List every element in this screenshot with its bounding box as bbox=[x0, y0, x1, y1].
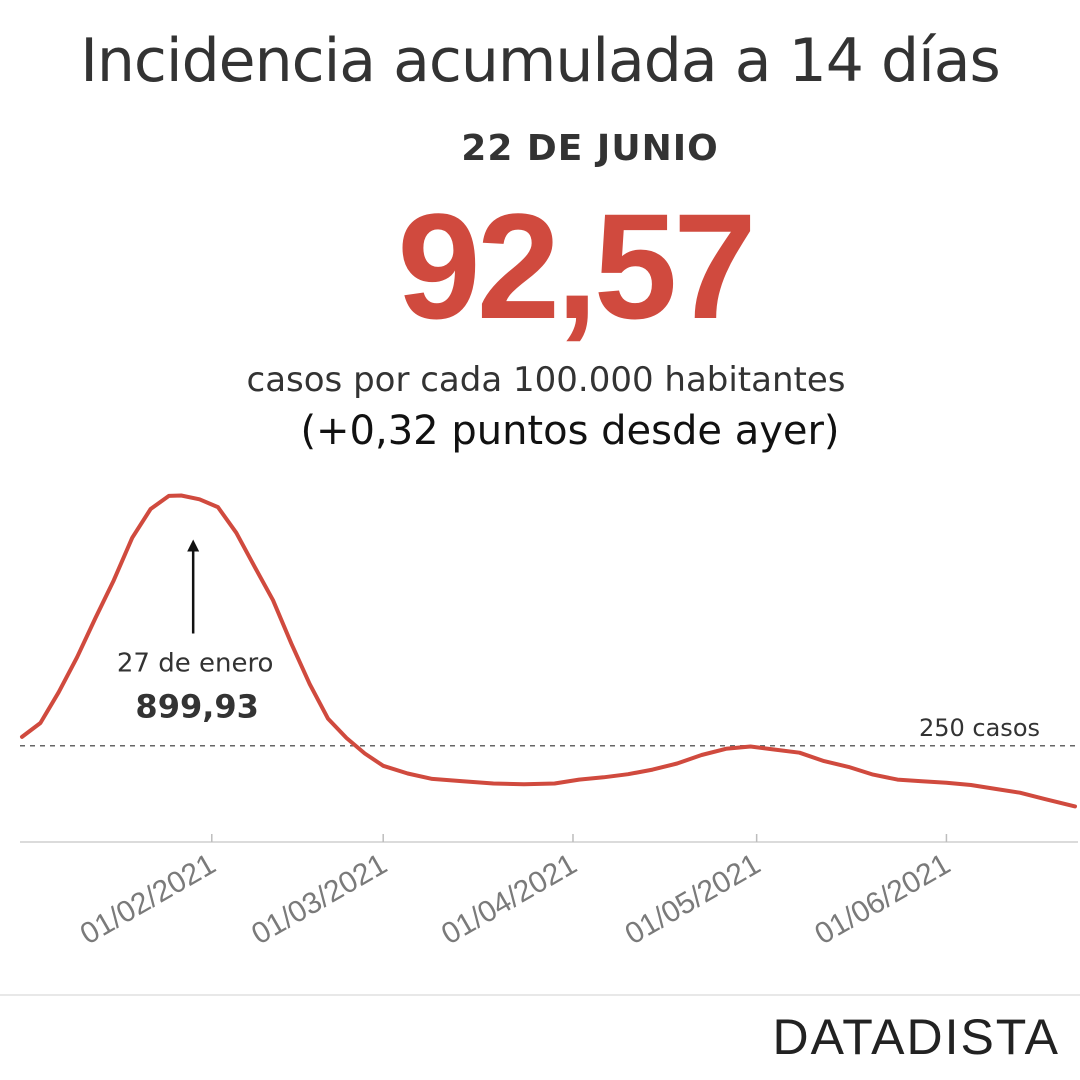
footer-divider bbox=[0, 994, 1080, 996]
reference-line-label: 250 casos bbox=[919, 714, 1040, 742]
annotation-date-label: 27 de enero bbox=[117, 649, 274, 679]
incidence-value: 92,57 bbox=[397, 182, 756, 350]
x-tick-label: 01/05/2021 bbox=[620, 847, 767, 951]
incidence-line-chart: 01/02/2021 01/03/2021 01/04/2021 01/05/2021… bbox=[20, 493, 1078, 951]
chart-title: Incidencia acumulada a 14 días bbox=[80, 26, 1001, 96]
units-label: casos por cada 100.000 habitantes bbox=[246, 360, 846, 400]
date-label: 22 DE JUNIO bbox=[461, 128, 719, 169]
annotation-arrow-head bbox=[187, 539, 200, 552]
x-tick-label: 01/02/2021 bbox=[75, 847, 222, 951]
x-tick-label: 01/06/2021 bbox=[809, 847, 956, 951]
series-line bbox=[20, 493, 1077, 809]
delta-label: (+0,32 puntos desde ayer) bbox=[300, 408, 840, 454]
x-tick-label: 01/03/2021 bbox=[246, 847, 393, 951]
brand-logo: DATADISTA bbox=[772, 1009, 1060, 1065]
x-tick-label: 01/04/2021 bbox=[436, 847, 583, 951]
annotation-value-label: 899,93 bbox=[135, 688, 258, 726]
